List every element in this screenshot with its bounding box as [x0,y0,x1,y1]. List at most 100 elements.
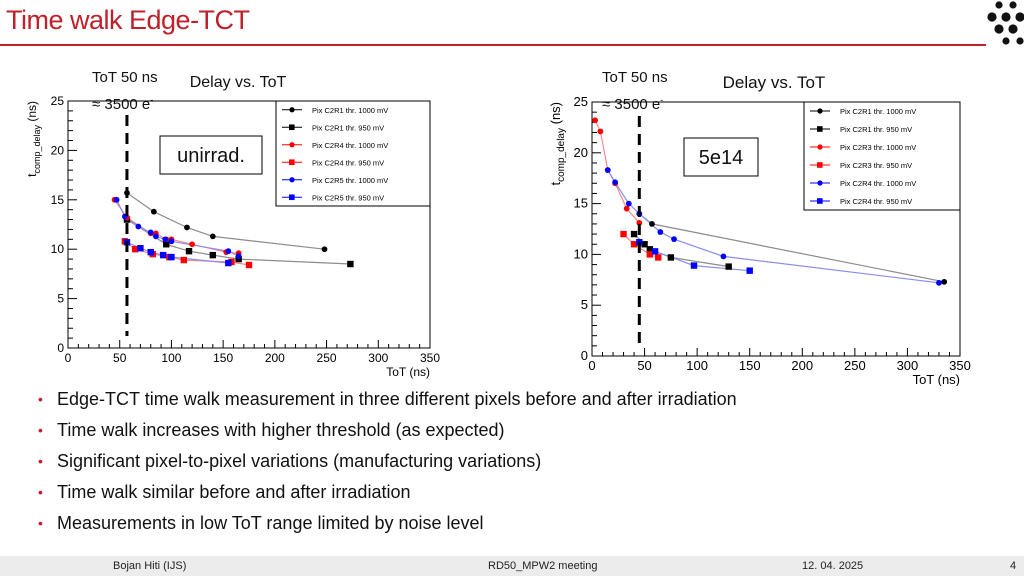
legend-entry: Pix C2R1 thr. 1000 mV [312,106,388,115]
legend-marker [817,180,823,186]
legend-entry: Pix C2R3 thr. 1000 mV [840,143,916,152]
data-point [649,221,655,227]
data-point [657,229,664,235]
bullet-dot-icon: • [38,391,43,407]
data-point [150,208,157,215]
legend-entry: Pix C2R4 thr. 1000 mV [312,141,388,150]
annotation-label: unirrad. [177,145,245,167]
bullet-dot-icon: • [38,453,43,469]
data-point [147,248,154,256]
data-point [612,179,619,186]
legend-marker [289,177,295,183]
legend-marker [289,142,295,148]
data-point [163,241,170,248]
data-point [620,230,627,238]
data-point [113,196,120,203]
x-tick-label: 100 [161,351,181,365]
data-point [235,255,242,263]
bullet-list: • Edge-TCT time walk measurement in three… [38,384,978,539]
x-tick-label: 150 [213,351,233,365]
legend-marker [817,144,823,150]
legend-entry: Pix C2R1 thr. 950 mV [840,125,912,134]
data-point [604,167,611,173]
chart-irradiated-5e14: Delay vs. ToT 0 50 100 150 200 250 300 350 0 5 10 15… [548,73,971,386]
chart-unirradiated: Delay vs. ToT 0 50 100 150 200 250 300 350 0 5 10 15… [25,74,440,379]
data-point [132,246,139,253]
data-point [137,245,144,252]
data-point [162,236,169,243]
data-point [189,241,195,248]
plot-frame [67,100,431,349]
legend-entry: Pix C2R1 thr. 950 mV [312,123,384,132]
data-point [180,256,188,264]
y-tick-label: 0 [57,341,64,355]
x-tick-label: 350 [949,358,971,373]
bullet-item: • Edge-TCT time walk measurement in three… [38,384,978,415]
series-line [126,219,351,265]
annotation-label: 5e14 [699,147,744,169]
data-point [641,241,648,248]
data-point [623,205,630,212]
data-point [321,246,328,253]
data-point [630,230,638,238]
x-tick-label: 150 [739,358,761,373]
data-point [651,248,659,255]
legend-marker [817,108,823,114]
legend-marker [289,194,295,201]
x-tick-label: 300 [897,358,919,373]
left-charge-note: ≈ 3500 e- [92,95,154,113]
legend-marker [289,107,295,113]
y-tick-label: 15 [51,193,65,207]
data-point [347,260,354,268]
x-tick-label: 300 [368,351,388,365]
x-tick-label: 50 [637,358,651,373]
y-tick-label: 25 [574,94,588,109]
y-axis-label: tcomp_delay (ns) [25,101,42,177]
data-point [185,247,193,255]
x-tick-label: 250 [317,351,337,365]
data-point [667,254,675,261]
data-point [646,251,654,258]
legend-entry: Pix C2R5 thr. 950 mV [312,193,384,202]
data-point [209,233,216,240]
annotation-box [159,135,263,175]
x-tick-label: 250 [844,358,866,373]
y-tick-label: 20 [51,143,65,157]
data-point [746,267,753,274]
legend-entry: Pix C2R4 thr. 950 mV [840,197,912,206]
legend-marker [289,124,295,131]
data-point [655,254,662,261]
chart-title: Delay vs. ToT [190,74,287,91]
data-point [646,246,654,253]
x-tick-label: 200 [265,351,285,365]
data-point [147,229,154,236]
legend-marker [817,126,823,132]
x-tick-label: 0 [65,351,72,365]
data-point [184,224,190,231]
footer-bar: Bojan Hiti (IJS) RD50_MPW2 meeting 12. 0… [0,556,1024,576]
legend-entry: Pix C2R3 thr. 950 mV [840,161,912,170]
footer-page-number: 4 [1010,560,1017,572]
right-threshold-note: ToT 50 ns ≈ 3500 e- [602,66,668,116]
data-point [720,253,727,260]
data-point [209,251,216,259]
legend-box [275,100,431,207]
data-point [725,263,732,270]
x-tick-label: 0 [588,358,595,373]
legend-marker [817,162,823,168]
x-tick-label: 100 [686,358,708,373]
footer-event: RD50_MPW2 meeting [488,560,598,572]
footer-author: Bojan Hiti (IJS) [113,560,187,572]
y-axis-label: tcomp_delay (ns) [548,102,567,186]
legend-marker [817,198,823,204]
data-point [630,241,638,248]
right-charge-note: ≈ 3500 e- [602,95,664,113]
data-point [225,259,232,267]
title-divider [0,44,986,46]
bullet-dot-icon: • [38,484,43,500]
data-point [235,253,242,259]
data-point [936,279,942,286]
x-tick-label: 50 [113,351,127,365]
data-point [671,236,677,243]
x-tick-label: 200 [791,358,813,373]
